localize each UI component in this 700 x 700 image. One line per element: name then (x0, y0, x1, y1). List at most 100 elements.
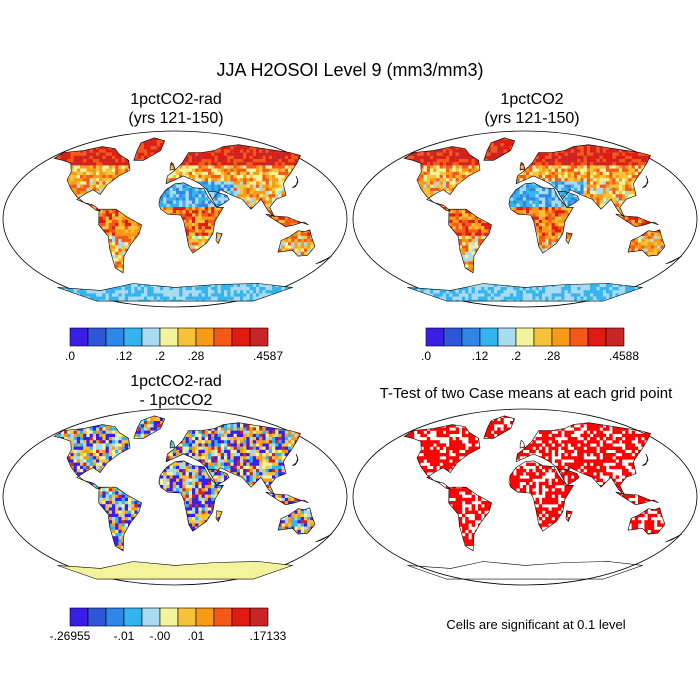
grid-cell (323, 162, 327, 166)
grid-cell (96, 184, 100, 188)
grid-cell (128, 130, 131, 133)
grid-cell (230, 171, 234, 176)
grid-cell (329, 258, 332, 262)
grid-cell (99, 133, 102, 136)
grid-cell (208, 200, 212, 204)
grid-cell (83, 133, 86, 136)
grid-cell (80, 184, 84, 188)
grid-cell (246, 152, 250, 156)
grid-cell (54, 130, 57, 133)
grid-cell (252, 152, 257, 156)
grid-cell (227, 175, 231, 179)
grid-cell (92, 178, 97, 182)
grid-cell (284, 239, 289, 243)
grid-cell (185, 155, 189, 160)
grid-cell (208, 232, 212, 236)
grid-cell (115, 213, 119, 217)
grid-cell (124, 162, 129, 166)
grid-cell (80, 168, 84, 172)
grid-cell (278, 143, 282, 147)
grid-cell (86, 137, 90, 140)
grid-cell (342, 178, 345, 181)
grid-cell (291, 223, 295, 227)
grid-cell (57, 143, 61, 147)
grid-cell (233, 146, 237, 150)
grid-cell (198, 203, 202, 208)
grid-cell (29, 140, 32, 143)
grid-cell (144, 127, 147, 130)
grid-cell (288, 137, 292, 140)
grid-cell (108, 159, 113, 163)
grid-cell (230, 187, 234, 192)
grid-cell (188, 245, 193, 249)
grid-cell (19, 268, 22, 271)
grid-cell (89, 181, 93, 185)
grid-cell (291, 143, 295, 147)
grid-cell (6, 265, 9, 268)
grid-cell (252, 171, 257, 176)
grid-cell (115, 162, 119, 166)
grid-cell (201, 184, 205, 188)
grid-cell (115, 130, 118, 133)
grid-cell (115, 171, 119, 176)
grid-cell (163, 197, 167, 201)
grid-cell (26, 268, 29, 271)
grid-cell (80, 162, 84, 166)
grid-cell (10, 258, 13, 261)
grid-cell (281, 146, 285, 150)
grid-cell (99, 191, 103, 195)
grid-cell (307, 229, 311, 233)
grid-cell (317, 130, 320, 133)
grid-cell (243, 194, 247, 198)
grid-cell (0, 233, 3, 236)
grid-cell (208, 165, 212, 169)
grid-cell (0, 188, 3, 191)
grid-cell (201, 159, 205, 163)
grid-cell (48, 149, 51, 152)
grid-cell (160, 143, 164, 147)
grid-cell (3, 143, 6, 146)
grid-cell (282, 130, 285, 133)
grid-cell (265, 203, 269, 208)
grid-cell (342, 185, 345, 188)
grid-cell (13, 159, 16, 162)
grid-cell (90, 133, 93, 136)
grid-cell (272, 197, 276, 201)
grid-cell (240, 194, 244, 198)
grid-cell (188, 162, 193, 166)
grid-cell (83, 168, 87, 172)
grid-cell (45, 140, 48, 143)
grid-cell (252, 184, 257, 188)
grid-cell (329, 143, 332, 147)
grid-cell (19, 156, 22, 159)
grid-cell (3, 191, 6, 194)
grid-cell (96, 187, 100, 192)
grid-cell (307, 130, 310, 133)
grid-cell (156, 149, 161, 153)
grid-cell (102, 181, 106, 185)
grid-cell (297, 245, 301, 249)
grid-cell (333, 127, 336, 130)
grid-cell (320, 159, 324, 163)
grid-cell (294, 248, 298, 252)
grid-cell (243, 133, 246, 136)
grid-cell (29, 149, 32, 152)
grid-cell (99, 149, 103, 153)
grid-cell (339, 137, 342, 140)
grid-cell (188, 213, 193, 217)
grid-cell (249, 155, 253, 160)
grid-cell (160, 203, 164, 208)
grid-cell (185, 197, 189, 201)
grid-cell (208, 229, 212, 233)
grid-cell (10, 159, 13, 162)
grid-cell (214, 191, 218, 195)
grid-cell (99, 178, 103, 182)
grid-cell (211, 127, 214, 130)
grid-cell (77, 127, 80, 130)
grid-cell (163, 203, 167, 208)
grid-cell (291, 149, 295, 153)
grid-cell (192, 171, 196, 176)
grid-cell (333, 268, 336, 271)
grid-cell (35, 159, 38, 162)
grid-cell (214, 159, 218, 163)
